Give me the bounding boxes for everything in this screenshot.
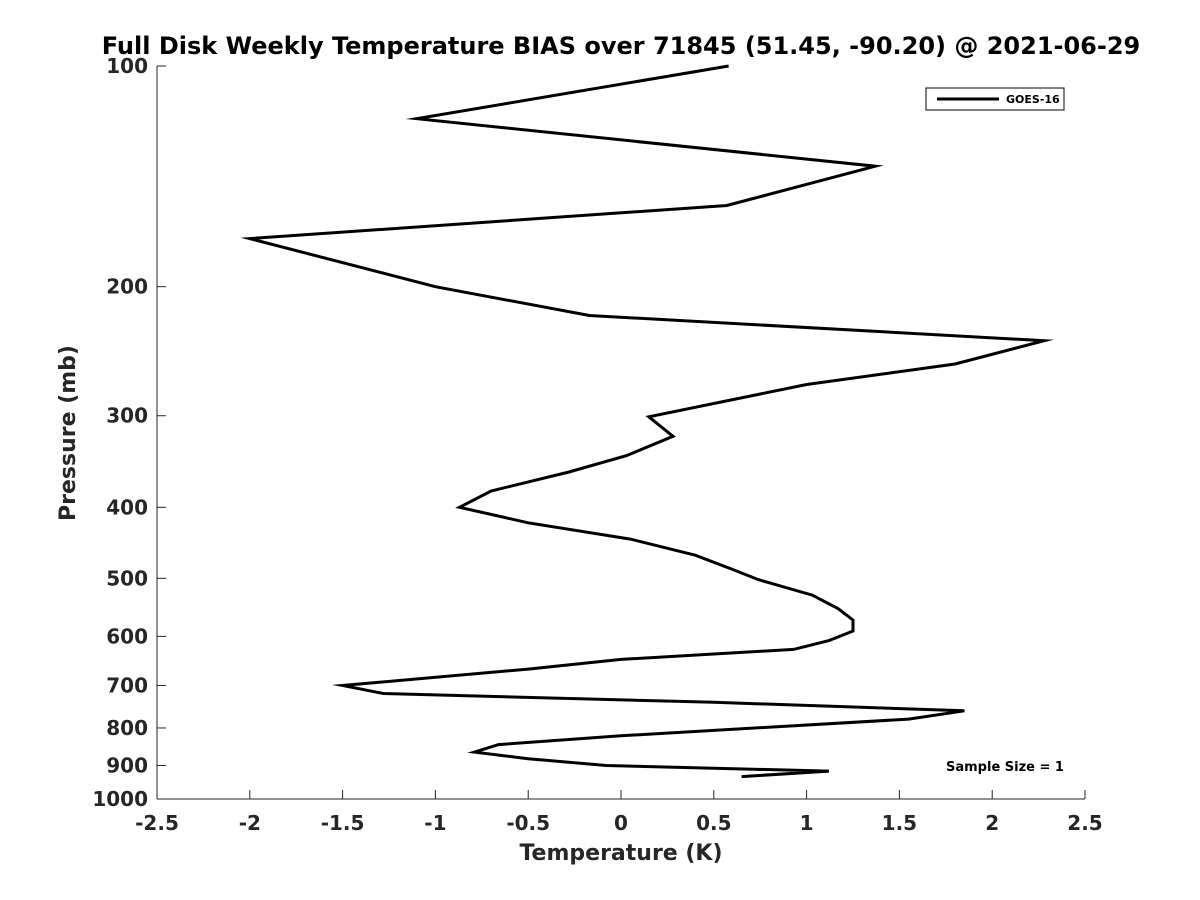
sample-size-annotation: Sample Size = 1 <box>946 760 1064 775</box>
y-tick-label: 400 <box>106 495 148 519</box>
y-tick-label: 200 <box>106 275 148 299</box>
x-tick-label: 0.5 <box>696 811 731 835</box>
x-tick-label: 2.5 <box>1067 811 1102 835</box>
y-tick-label: 500 <box>106 566 148 590</box>
legend: GOES-16 <box>925 87 1065 111</box>
series-layer <box>240 64 1054 779</box>
x-tick-label: -1.5 <box>321 811 365 835</box>
y-tick-label: 700 <box>106 673 148 697</box>
y-axis-ticks: 100 200 300 400 500 600 700 800 900 1000 <box>92 54 166 811</box>
y-axis-label: Pressure (mb) <box>56 345 81 521</box>
x-tick-label: 1 <box>800 811 814 835</box>
x-tick-label: -2 <box>239 811 261 835</box>
chart-title: Full Disk Weekly Temperature BIAS over 7… <box>102 32 1141 60</box>
x-axis-label: Temperature (K) <box>519 841 722 866</box>
y-tick-label: 800 <box>106 716 148 740</box>
x-tick-label: -1 <box>424 811 446 835</box>
x-tick-label: 2 <box>985 811 999 835</box>
y-tick-label: 100 <box>106 54 148 78</box>
x-axis-ticks: -2.5 -2 -1.5 -1 -0.5 0 0.5 1 1.5 2 2.5 <box>135 790 1103 835</box>
y-tick-label: 600 <box>106 624 148 648</box>
y-tick-label: 900 <box>106 753 148 777</box>
x-tick-label: -0.5 <box>506 811 550 835</box>
x-tick-label: -2.5 <box>135 811 179 835</box>
series-line-goes-16 <box>240 64 1054 779</box>
y-tick-label: 1000 <box>92 787 148 811</box>
plot-axes <box>156 66 1085 800</box>
y-tick-label: 300 <box>106 404 148 428</box>
x-tick-label: 1.5 <box>882 811 917 835</box>
legend-label-goes-16: GOES-16 <box>1006 93 1060 106</box>
x-tick-label: 0 <box>614 811 628 835</box>
